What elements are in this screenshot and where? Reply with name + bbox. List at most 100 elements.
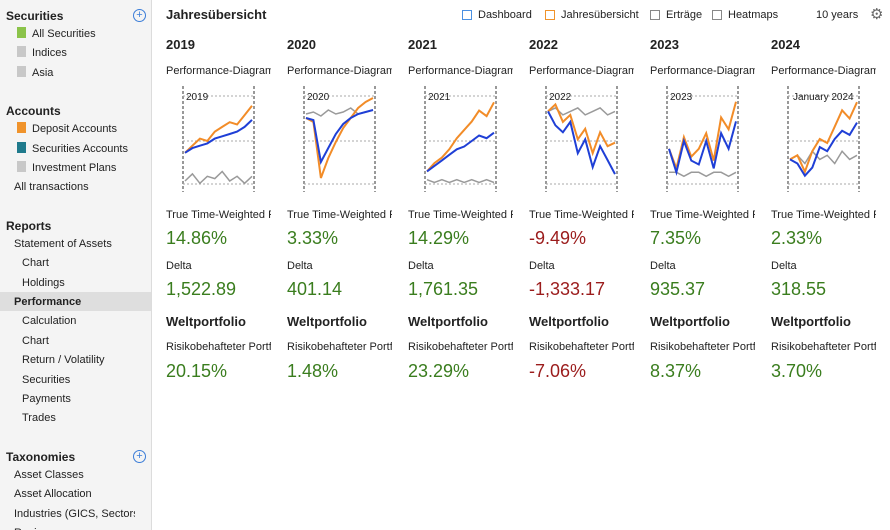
chart-title: Performance-Diagramm [650, 65, 755, 77]
toolbar-button[interactable]: Heatmaps [728, 9, 779, 21]
nav-item[interactable]: Securities Accounts [32, 142, 128, 155]
nav-item[interactable]: Chart [22, 334, 49, 347]
series-line [426, 178, 495, 184]
series-line [669, 171, 737, 178]
group-title: Weltportfolio [771, 314, 851, 329]
metric-value: 7.35% [650, 228, 702, 248]
toolbar-button[interactable]: Dashboard [478, 9, 532, 21]
metric-label: Delta [166, 260, 192, 272]
metric-label: Risikobehafteter Portfolioanteil [529, 341, 634, 353]
sidebar: Securities + All Securities Indices Asia Acco… [0, 0, 152, 530]
nav-item[interactable]: Return / Volatility [22, 354, 105, 367]
icon [17, 46, 26, 58]
nav-item[interactable]: Regions [14, 527, 135, 530]
toolbar-button[interactable]: Erträge [666, 9, 703, 21]
metric-label: Risikobehafteter Portfolioanteil [166, 341, 271, 353]
metric-label: Risikobehafteter Portfolioanteil [287, 341, 392, 353]
nav-item[interactable]: Chart [22, 257, 49, 270]
chart-title: Performance-Diagramm [771, 65, 876, 77]
year-heading: 2022 [529, 37, 558, 52]
metric-value: 935.37 [650, 279, 706, 299]
year-heading: 2023 [650, 37, 679, 52]
add-button[interactable]: + [133, 9, 146, 22]
nav-item[interactable]: All transactions [14, 181, 89, 194]
series-line [547, 102, 616, 157]
metric-value: -1,333.17 [529, 279, 606, 299]
nav-item[interactable]: Asset Allocation [14, 488, 92, 501]
button-icon [712, 10, 722, 20]
nav-item[interactable]: All Securities [32, 28, 96, 40]
selection [0, 292, 151, 311]
group-title: Weltportfolio [166, 314, 246, 329]
icon [17, 65, 26, 77]
group-title: Weltportfolio [287, 314, 367, 329]
chart-label: January 2024 [793, 92, 854, 103]
series-line [789, 101, 858, 175]
nav-item[interactable]: Deposit Accounts [32, 123, 117, 136]
chart-label: 2023 [670, 92, 693, 103]
mini-chart: January 2024 [787, 86, 860, 192]
add-button[interactable]: + [133, 449, 146, 463]
nav-item[interactable]: Industries (GICS, Sectors) [14, 507, 135, 520]
nav-item[interactable]: Holdings [22, 276, 65, 289]
nav-item[interactable]: Trades [22, 412, 56, 425]
nav-item[interactable]: Indices [32, 47, 67, 60]
series-line [305, 109, 374, 166]
nav-item[interactable]: Payments [22, 393, 71, 405]
metric-value: 3.33% [287, 228, 339, 248]
series-line [184, 119, 253, 154]
metric-label: Delta [771, 260, 797, 272]
nav-item[interactable]: Statement of Assets [14, 237, 112, 250]
icon [17, 161, 26, 172]
metric-label: True Time-Weighted Rate of Return [408, 209, 513, 221]
page-title: Jahresübersicht [166, 7, 267, 22]
nav-item[interactable]: Calculation [22, 315, 77, 328]
icon [17, 122, 26, 134]
metric-label: True Time-Weighted Rate of Return [529, 209, 634, 221]
series-line [789, 122, 858, 178]
metric-label: Delta [650, 260, 676, 272]
metric-value: -7.06% [529, 361, 587, 381]
icon [17, 141, 26, 153]
metric-value: 14.86% [166, 228, 228, 248]
mini-chart: 2019 [182, 86, 255, 192]
metric-label: Delta [287, 260, 313, 272]
metric-value: 20.15% [166, 361, 228, 381]
chart-label: 2021 [428, 92, 451, 103]
nav-item[interactable]: Asset Classes [14, 468, 84, 481]
metric-value: 1.48% [287, 361, 339, 381]
group-title: Weltportfolio [529, 314, 609, 329]
button-icon [545, 10, 555, 20]
metric-value: 8.37% [650, 361, 702, 381]
metric-value: 318.55 [771, 279, 827, 299]
group-title: Weltportfolio [650, 314, 730, 329]
chart-label: 2020 [307, 92, 330, 103]
metric-label: True Time-Weighted Rate of Return [287, 209, 392, 221]
button-icon [650, 10, 660, 20]
mini-chart: 2020 [303, 86, 376, 192]
metric-label: Risikobehafteter Portfolioanteil [408, 341, 513, 353]
year-heading: 2019 [166, 37, 195, 52]
nav-item[interactable]: Securities [22, 373, 71, 386]
settings-button[interactable]: ⚙ [870, 6, 884, 23]
nav-item[interactable]: Performance [14, 296, 82, 308]
toolbar-button[interactable]: 10 years [816, 9, 859, 21]
section-title: Reports [6, 218, 52, 233]
metric-value: 23.29% [408, 361, 470, 381]
section-title: Securities [6, 9, 64, 23]
metric-label: True Time-Weighted Rate of Return [771, 209, 876, 221]
series-line [305, 97, 374, 179]
metric-label: True Time-Weighted Rate of Return [650, 209, 755, 221]
nav-item[interactable]: Asia [32, 66, 54, 79]
series-line [184, 105, 253, 154]
section-title: Taxonomies [6, 449, 76, 464]
chart-label: 2022 [549, 92, 572, 103]
metric-value: -9.49% [529, 228, 587, 248]
nav-item[interactable]: Investment Plans [32, 162, 117, 174]
toolbar-button[interactable]: Jahresübersicht [561, 9, 639, 21]
mini-chart: 2021 [424, 86, 497, 192]
series-line [668, 121, 737, 177]
chart-label: 2019 [186, 92, 209, 103]
series-line [789, 149, 858, 165]
